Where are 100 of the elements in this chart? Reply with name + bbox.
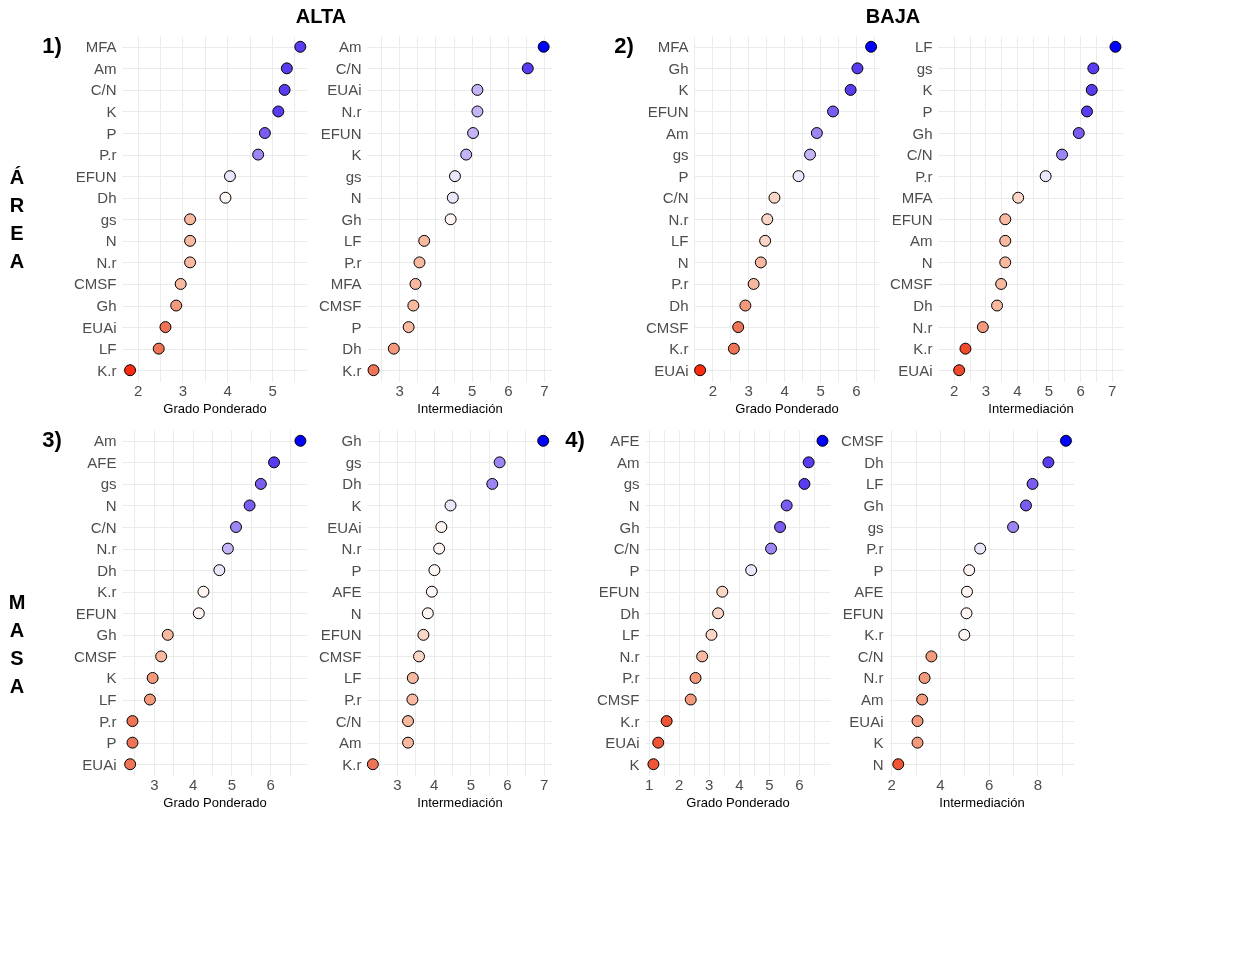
point xyxy=(254,477,267,490)
point xyxy=(413,650,425,663)
point xyxy=(294,40,307,53)
point xyxy=(449,170,461,183)
point xyxy=(827,105,839,118)
y-tick-label: Gh xyxy=(912,124,933,142)
x-tick-label: 3 xyxy=(744,381,753,399)
point xyxy=(911,715,924,728)
point xyxy=(804,148,817,161)
y-tick-label: K.r xyxy=(864,626,884,644)
y-tick-label: CMSF xyxy=(646,318,689,336)
y-tick-label: MFA xyxy=(901,189,933,207)
y-tick-label: N xyxy=(677,253,689,271)
x-tick-label: 7 xyxy=(1107,381,1117,399)
y-tick-label: Am xyxy=(339,734,362,752)
y-tick-label: CMSF xyxy=(890,275,933,293)
y-tick-label: K xyxy=(351,496,362,514)
x-tick-label: 3 xyxy=(178,381,188,399)
point xyxy=(958,628,971,641)
point xyxy=(409,278,422,290)
y-tick-label: EUAi xyxy=(82,755,117,773)
y-tick-label: C/N xyxy=(662,189,689,207)
x-tick-label: 4 xyxy=(936,775,945,793)
y-tick-label: Dh xyxy=(620,604,640,622)
point xyxy=(471,105,484,118)
y-tick-label: N xyxy=(105,496,117,514)
y-tick-label: LF xyxy=(343,232,362,250)
y-tick-label: K.r xyxy=(97,361,117,379)
y-tick-label: K xyxy=(106,669,117,687)
point xyxy=(146,672,159,684)
point xyxy=(406,693,419,706)
y-tick-label: Dh xyxy=(342,475,362,493)
point xyxy=(960,607,973,620)
point xyxy=(844,83,857,96)
point xyxy=(425,585,438,598)
point xyxy=(161,628,174,641)
y-tick-label: C/N xyxy=(906,146,933,164)
x-axis-title: Grado Ponderado xyxy=(735,400,839,416)
point xyxy=(460,148,473,161)
point xyxy=(1085,83,1098,96)
y-tick-label: N.r xyxy=(619,647,640,665)
point xyxy=(1042,456,1055,469)
x-tick-label: 5 xyxy=(816,381,825,399)
point xyxy=(184,256,197,269)
x-tick-label: 6 xyxy=(266,775,275,793)
x-tick-label: 4 xyxy=(1013,381,1022,399)
y-tick-label: K.r xyxy=(913,340,933,358)
point xyxy=(712,607,725,620)
point xyxy=(155,650,168,663)
y-tick-label: Gh xyxy=(619,518,640,536)
point xyxy=(689,672,702,684)
y-tick-label: EFUN xyxy=(320,124,362,142)
y-tick-label: C/N xyxy=(613,540,640,558)
point xyxy=(387,342,400,355)
y-tick-label: N xyxy=(872,755,884,773)
point xyxy=(219,191,232,204)
y-tick-label: Gh xyxy=(668,59,689,77)
point xyxy=(230,521,242,533)
point xyxy=(765,542,778,555)
point xyxy=(754,256,767,269)
y-tick-label: Gh xyxy=(96,626,117,644)
y-tick-label: EUAi xyxy=(849,712,884,730)
point xyxy=(925,650,938,663)
y-tick-label: P.r xyxy=(622,669,640,687)
point xyxy=(294,434,307,447)
y-tick-label: N xyxy=(628,496,640,514)
y-tick-label: Gh xyxy=(341,210,362,228)
y-tick-label: N xyxy=(921,253,933,271)
x-tick-label: 6 xyxy=(985,775,994,793)
text: 4) xyxy=(565,427,585,452)
point xyxy=(1012,191,1025,204)
point xyxy=(417,628,430,641)
point xyxy=(780,499,793,512)
point xyxy=(446,191,459,204)
y-tick-label: K.r xyxy=(342,361,362,379)
point xyxy=(159,321,172,334)
y-tick-label: EFUN xyxy=(891,210,933,228)
point xyxy=(792,170,805,183)
point xyxy=(1039,170,1052,183)
x-tick-label: 4 xyxy=(780,381,789,399)
point xyxy=(816,434,829,447)
y-tick-label: N.r xyxy=(341,540,362,558)
y-tick-label: Gh xyxy=(863,496,884,514)
point xyxy=(124,364,137,377)
point xyxy=(221,542,234,555)
point xyxy=(696,650,709,663)
point xyxy=(184,234,197,247)
point xyxy=(647,758,660,771)
y-tick-label: gs xyxy=(916,59,933,77)
y-tick-label: CMSF xyxy=(597,691,640,709)
y-tick-label: gs xyxy=(345,453,362,471)
y-tick-label: P xyxy=(351,561,362,579)
point xyxy=(694,364,707,377)
y-tick-label: Gh xyxy=(341,432,362,450)
point xyxy=(892,758,905,771)
x-tick-label: 3 xyxy=(705,775,714,793)
y-tick-label: N xyxy=(105,232,117,250)
y-tick-label: K xyxy=(351,146,362,164)
x-tick-label: 4 xyxy=(223,381,232,399)
point xyxy=(252,148,265,161)
